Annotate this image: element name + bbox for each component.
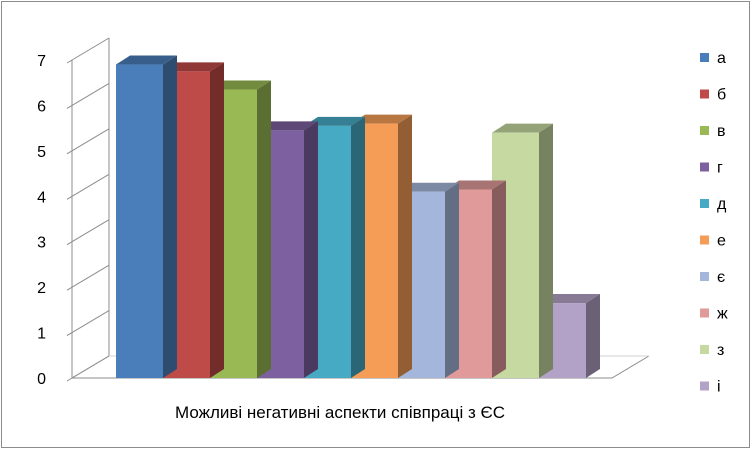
y-tick-label: 2 [37,280,46,297]
legend-item-в: в [700,123,726,140]
bar-front [116,64,163,379]
legend-item-і: і [700,379,721,396]
legend-item-б: б [700,87,726,104]
y-tick-mark [66,355,110,382]
legend-label: і [717,379,721,396]
legend-swatch [700,272,709,281]
y-tick-label: 4 [37,189,46,206]
legend-swatch [700,53,709,62]
legend-label: д [717,196,727,213]
legend-item-з: з [700,342,724,359]
bar-top [351,114,412,124]
legend-label: б [717,87,726,104]
y-tick-mark [66,82,110,109]
y-tick-mark [66,264,110,291]
legend-swatch [700,199,709,208]
bar-top [492,123,553,133]
bar-top [163,62,224,72]
legend: а б в г д е є ж з і [700,50,728,396]
bar-side [539,123,553,378]
legend-swatch [700,162,709,172]
legend-item-д: д [700,196,727,213]
bar-side [492,180,506,378]
legend-item-ж: ж [700,306,728,323]
bar-top [304,116,365,126]
y-tick-label: 6 [37,98,46,115]
y-tick-label: 0 [37,371,46,388]
bar-side [586,294,600,378]
legend-item-е: е [700,233,726,250]
y-tick-label: 7 [37,53,46,70]
bar-side [304,121,318,379]
bar-а [116,55,177,379]
bar-side [163,55,177,379]
legend-swatch [700,89,709,99]
legend-swatch [700,381,709,391]
y-tick-mark [66,37,110,64]
legend-label: г [717,160,723,177]
legend-item-г: г [700,160,723,177]
y-tick-label: 1 [37,326,46,343]
bar-top [539,294,600,304]
legend-label: е [717,233,726,250]
y-tick-label: 5 [37,144,46,161]
legend-label: є [717,269,725,286]
bar-side [351,116,365,378]
bar-top [445,180,506,190]
legend-swatch [700,308,709,318]
bar-side [398,114,412,378]
legend-label: а [717,50,726,67]
y-tick-mark [66,219,110,246]
bar-side [210,62,224,378]
y-axis-ticks: 0 1 2 3 4 5 6 7 [37,37,110,388]
bar-side [445,182,459,378]
y-tick-mark [66,128,110,155]
legend-swatch [700,126,709,135]
bar-side [257,80,271,379]
x-axis-label: Можливі негативні аспекти співпраці з ЄС [175,403,505,422]
bar-top [116,55,177,65]
legend-swatch [700,345,709,354]
y-tick-label: 3 [37,235,46,252]
bar-top [257,121,318,131]
legend-label: ж [717,306,728,323]
bar-top [210,80,271,90]
y-tick-mark [66,310,110,337]
legend-label: в [717,123,726,140]
legend-swatch [700,235,709,245]
y-tick-mark [66,173,110,200]
legend-item-а: а [700,50,726,67]
legend-item-є: є [700,269,725,286]
legend-label: з [717,342,724,359]
bar-top [398,182,459,192]
bars [116,55,600,379]
